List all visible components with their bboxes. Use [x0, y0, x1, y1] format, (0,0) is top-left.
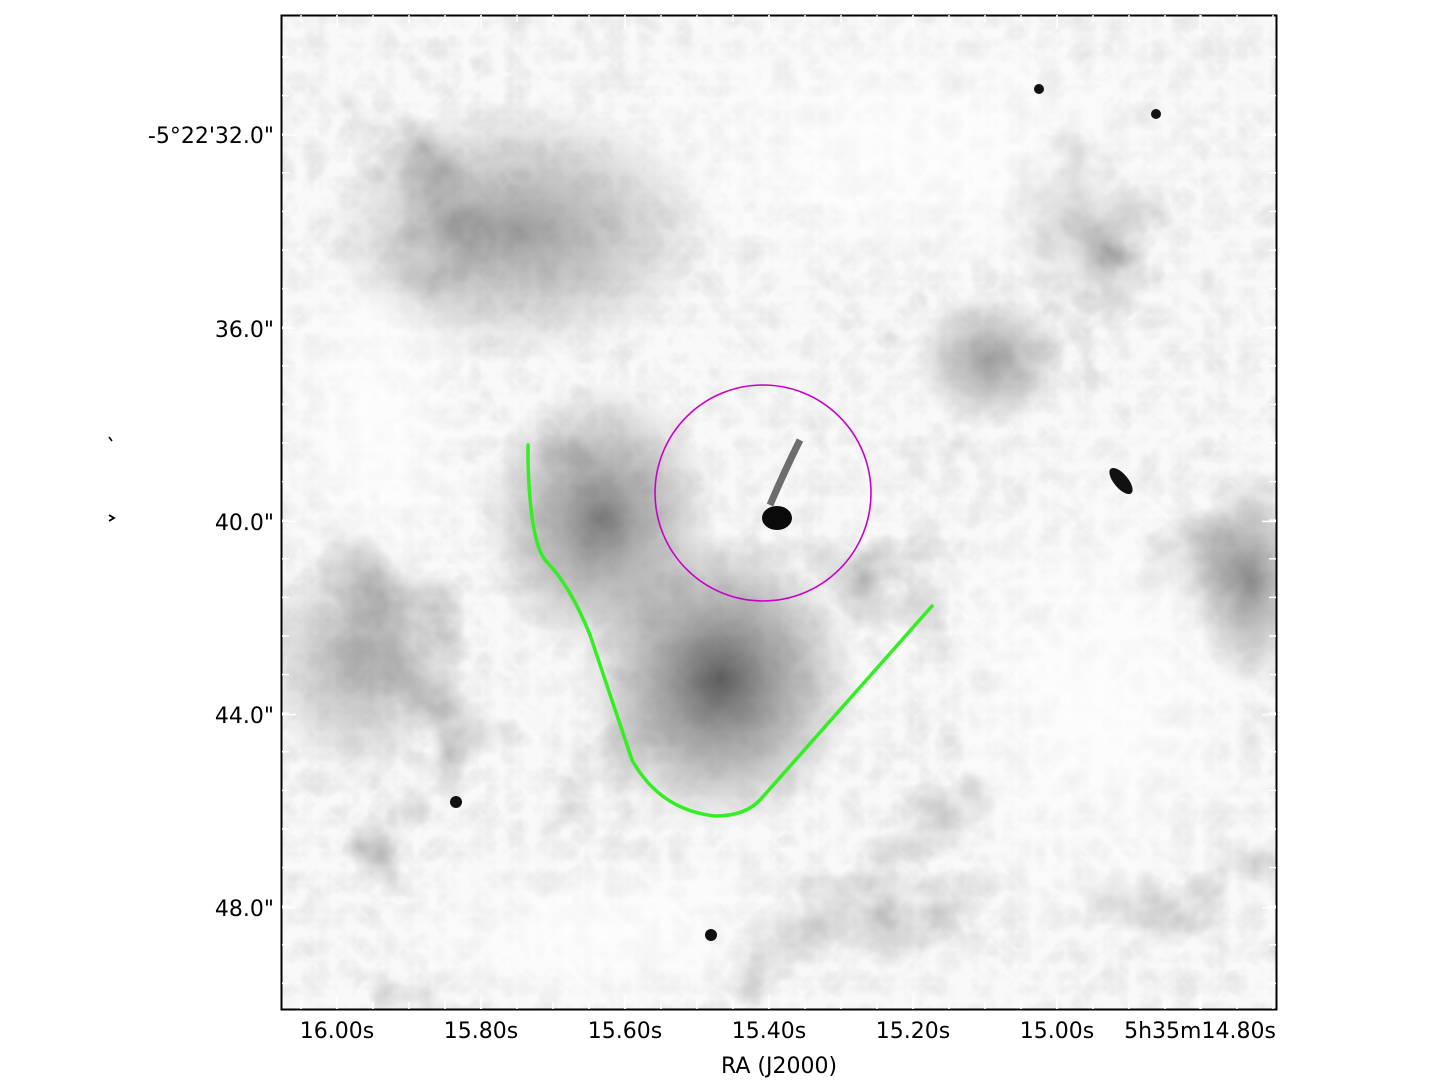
- y-tick-label: 36.0": [215, 318, 274, 343]
- plot-frame: [280, 14, 1278, 1011]
- y-tick-label: 48.0": [215, 897, 274, 922]
- x-tick-label: 15.40s: [732, 1019, 806, 1044]
- x-tick-label: 16.00s: [300, 1019, 374, 1044]
- image-area: [282, 15, 1276, 1009]
- x-tick-labels: 16.00s 15.80s 15.60s 15.40s 15.20s 15.00…: [300, 1019, 1276, 1044]
- x-axis-title: RA (J2000): [721, 1054, 837, 1079]
- star-source: [1151, 109, 1161, 119]
- x-tick-label: 15.20s: [876, 1019, 950, 1044]
- region-curve: [526, 443, 934, 818]
- x-tick-label: 15.80s: [444, 1019, 518, 1044]
- x-tick-label: 15.00s: [1020, 1019, 1094, 1044]
- y-axis-title-remnant: [108, 436, 116, 522]
- x-tick-label: 5h35m14.80s: [1124, 1019, 1276, 1044]
- y-tick-label: -5°22'32.0": [148, 124, 274, 149]
- y-tick-labels: -5°22'32.0" 36.0" 40.0" 44.0" 48.0": [148, 124, 274, 922]
- star-source: [1034, 84, 1044, 94]
- star-source: [1109, 467, 1133, 495]
- y-tick-label: 40.0": [215, 511, 274, 536]
- star-source: [705, 929, 717, 941]
- x-tick-label: 15.60s: [588, 1019, 662, 1044]
- star-source: [450, 796, 462, 808]
- central-source: [762, 506, 792, 530]
- central-source-tail: [766, 438, 804, 507]
- y-tick-label: 44.0": [215, 704, 274, 729]
- axis-ticks: [282, 15, 1276, 1009]
- region-circle: [654, 384, 872, 602]
